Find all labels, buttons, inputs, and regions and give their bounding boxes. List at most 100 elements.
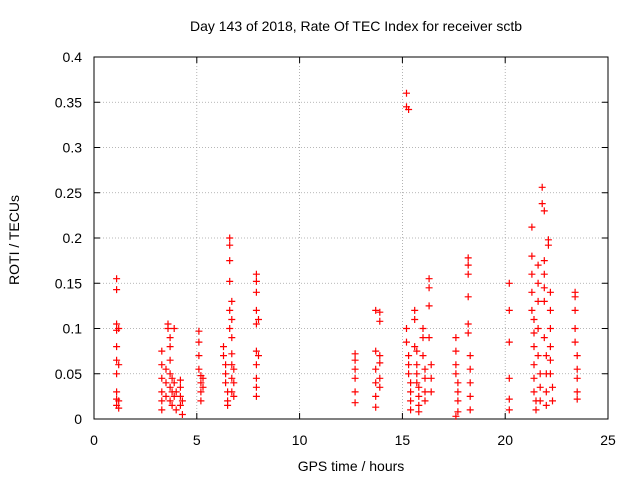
data-point: [546, 306, 554, 314]
data-point: [528, 270, 536, 278]
data-point: [255, 316, 262, 323]
data-point: [464, 270, 472, 278]
data-point: [158, 374, 166, 382]
data-point: [351, 374, 359, 382]
data-point: [413, 347, 421, 355]
data-point: [464, 254, 472, 262]
data-point: [536, 397, 544, 405]
data-point: [178, 397, 186, 405]
data-point: [162, 379, 170, 387]
data-point: [536, 383, 544, 391]
data-point: [226, 234, 234, 242]
data-point: [542, 388, 550, 396]
data-point: [166, 383, 174, 391]
data-point: [573, 374, 581, 382]
data-point: [411, 306, 419, 314]
data-point: [222, 379, 230, 387]
data-point: [230, 365, 238, 373]
y-tick-label: 0.35: [55, 94, 82, 110]
data-point: [505, 374, 513, 382]
data-point: [255, 352, 262, 360]
data-point: [454, 408, 462, 416]
data-point: [403, 325, 410, 332]
data-point: [113, 286, 121, 294]
data-point: [413, 361, 421, 369]
data-point: [421, 374, 429, 382]
data-point: [252, 374, 260, 382]
data-point: [252, 383, 260, 391]
data-point: [415, 401, 423, 409]
data-point: [407, 388, 415, 396]
x-axis-label: GPS time / hours: [298, 458, 405, 474]
x-tick-label: 15: [395, 432, 411, 448]
data-point: [197, 388, 205, 396]
data-point: [505, 338, 513, 346]
data-point: [540, 284, 548, 292]
data-point: [540, 207, 548, 215]
data-point: [421, 388, 429, 396]
data-point: [421, 365, 429, 373]
data-point: [226, 325, 234, 332]
data-point: [115, 404, 123, 412]
data-point: [466, 406, 474, 414]
data-point: [546, 343, 554, 351]
data-point: [419, 334, 427, 342]
x-tick-label: 20: [497, 432, 513, 448]
data-point: [158, 388, 166, 396]
data-point: [228, 297, 236, 305]
data-point: [197, 397, 205, 405]
data-point: [452, 347, 460, 355]
data-point: [542, 401, 550, 409]
data-point: [411, 343, 419, 351]
data-point: [376, 308, 384, 316]
data-point: [546, 325, 554, 332]
data-point: [222, 361, 230, 369]
data-point: [419, 325, 427, 332]
x-tick-label: 5: [193, 432, 201, 448]
data-point: [228, 374, 236, 382]
data-point: [530, 329, 538, 337]
data-point: [454, 397, 462, 405]
data-point: [546, 370, 554, 378]
data-point: [528, 288, 536, 296]
data-point: [530, 316, 538, 323]
data-point: [546, 288, 554, 296]
data-point: [351, 365, 359, 373]
data-point: [538, 200, 546, 208]
data-point: [372, 306, 380, 314]
y-tick-label: 0.05: [55, 366, 82, 382]
data-point: [546, 356, 554, 364]
data-point: [195, 365, 203, 373]
data-point: [158, 347, 166, 355]
data-point: [226, 241, 234, 249]
data-point: [538, 183, 546, 191]
data-point: [540, 257, 548, 265]
data-point: [199, 383, 207, 391]
data-point: [534, 261, 542, 269]
y-tick-label: 0.1: [63, 321, 83, 337]
data-point: [252, 270, 260, 278]
data-point: [505, 279, 513, 287]
data-point: [407, 406, 415, 414]
data-point: [168, 374, 176, 382]
x-tick-label: 0: [90, 432, 98, 448]
data-point: [407, 379, 415, 387]
data-point: [454, 379, 462, 387]
data-point: [534, 325, 542, 332]
data-point: [376, 352, 384, 360]
data-point: [528, 306, 536, 314]
data-point: [425, 284, 433, 292]
data-point: [158, 406, 166, 414]
data-point: [415, 383, 423, 391]
data-point: [372, 392, 380, 400]
data-point: [464, 293, 472, 301]
data-point: [164, 325, 172, 332]
data-point: [113, 370, 121, 378]
data-point: [220, 343, 227, 351]
data-point: [197, 379, 205, 387]
data-point: [530, 374, 538, 382]
data-point: [222, 370, 230, 378]
data-point: [113, 356, 121, 364]
axis-ticks: 0 0.05 0.1 0.15 0.2 0.25 0.3 0.35 0.4 0 5 10 15 20 25: [55, 49, 616, 448]
